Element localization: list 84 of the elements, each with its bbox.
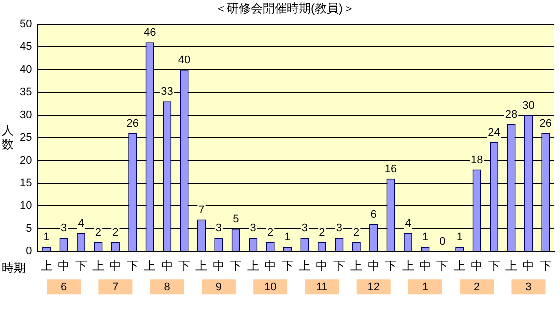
- data-label: 1: [44, 232, 50, 244]
- x-tick-label: 下: [126, 259, 139, 274]
- data-label: 5: [233, 213, 240, 226]
- data-label: 6: [370, 208, 377, 221]
- x-tick-label: 上: [454, 259, 466, 274]
- text: 7: [112, 282, 119, 294]
- x-tick-label: 中: [110, 259, 122, 274]
- data-label: 1: [284, 232, 291, 244]
- text: 11: [316, 282, 328, 294]
- x-tick-label: 下: [540, 259, 552, 274]
- data-label: 18: [470, 154, 484, 166]
- text: 3: [526, 282, 532, 294]
- data-label: 3: [60, 222, 68, 234]
- text: 6: [60, 282, 68, 294]
- data-label: 26: [126, 118, 140, 130]
- data-label: 2: [354, 227, 360, 240]
- data-label: 26: [540, 118, 552, 130]
- x-tick-label: 下: [436, 259, 449, 274]
- x-axis-title: 時期: [2, 260, 26, 275]
- text: 2: [474, 282, 480, 294]
- x-tick-label: 上: [144, 259, 156, 274]
- x-tick-label: 上: [402, 259, 414, 274]
- x-tick-label: 下: [488, 259, 500, 274]
- x-tick-label: 上: [247, 259, 260, 274]
- text: 8: [164, 282, 170, 294]
- data-label: 30: [522, 100, 535, 112]
- x-tick-label: 中: [522, 259, 535, 274]
- text: 12: [368, 282, 380, 294]
- chart-title: ＜研修会開催時期(教員)＞: [215, 2, 355, 16]
- x-tick-label: 中: [264, 259, 277, 274]
- data-label: 3: [250, 222, 256, 234]
- x-tick-label: 上: [350, 259, 363, 274]
- x-tick-label: 下: [385, 259, 398, 274]
- x-tick-label: 中: [471, 259, 484, 274]
- y-tick-label: 20: [20, 154, 32, 167]
- data-label: 3: [336, 222, 342, 234]
- data-label: 3: [216, 222, 222, 234]
- y-tick-label: 45: [20, 41, 32, 54]
- data-label: 24: [488, 127, 500, 140]
- data-label: 2: [319, 227, 326, 240]
- x-tick-label: 下: [230, 259, 242, 274]
- data-label: 40: [178, 54, 191, 66]
- x-tick-label: 下: [333, 259, 346, 274]
- x-tick-label: 下: [178, 259, 191, 274]
- data-label: 7: [198, 204, 205, 216]
- text: 9: [216, 282, 222, 294]
- data-label: 16: [384, 163, 398, 176]
- data-label: 1: [422, 232, 429, 244]
- data-label: 2: [268, 227, 274, 240]
- x-tick-label: 上: [92, 259, 104, 274]
- x-tick-label: 上: [40, 259, 53, 274]
- x-tick-label: 中: [161, 259, 174, 274]
- y-tick-label: 25: [20, 132, 32, 144]
- y-tick-label: 30: [20, 109, 32, 122]
- x-tick-label: 上: [298, 259, 311, 274]
- x-tick-label: 中: [419, 259, 432, 274]
- text: 10: [264, 282, 277, 294]
- data-label: 33: [161, 86, 174, 98]
- y-tick-label: 40: [20, 64, 32, 76]
- x-tick-label: 上: [196, 259, 208, 274]
- y-axis-title: 人数: [2, 123, 14, 152]
- y-tick-label: 0: [26, 246, 32, 258]
- data-label: 46: [144, 27, 156, 40]
- x-tick-label: 中: [58, 259, 70, 274]
- text: 1: [422, 282, 429, 294]
- y-tick-label: 50: [20, 18, 32, 30]
- x-tick-label: 中: [212, 259, 225, 274]
- data-label: 1: [456, 232, 463, 244]
- x-tick-label: 中: [368, 259, 380, 274]
- x-tick-label: 中: [316, 259, 328, 274]
- data-label: 0: [440, 236, 446, 248]
- data-label: 4: [405, 218, 412, 230]
- y-tick-label: 35: [20, 86, 32, 99]
- y-tick-label: 15: [20, 177, 32, 190]
- x-tick-label: 上: [506, 259, 518, 274]
- data-label: 2: [112, 227, 119, 240]
- y-tick-label: 10: [20, 200, 32, 212]
- y-tick-label: 5: [26, 222, 32, 235]
- data-label: 3: [302, 222, 308, 234]
- data-label: 2: [95, 227, 102, 240]
- data-label: 28: [505, 108, 518, 121]
- data-label: 4: [78, 218, 84, 230]
- x-tick-label: 下: [282, 259, 294, 274]
- x-tick-label: 下: [75, 259, 88, 274]
